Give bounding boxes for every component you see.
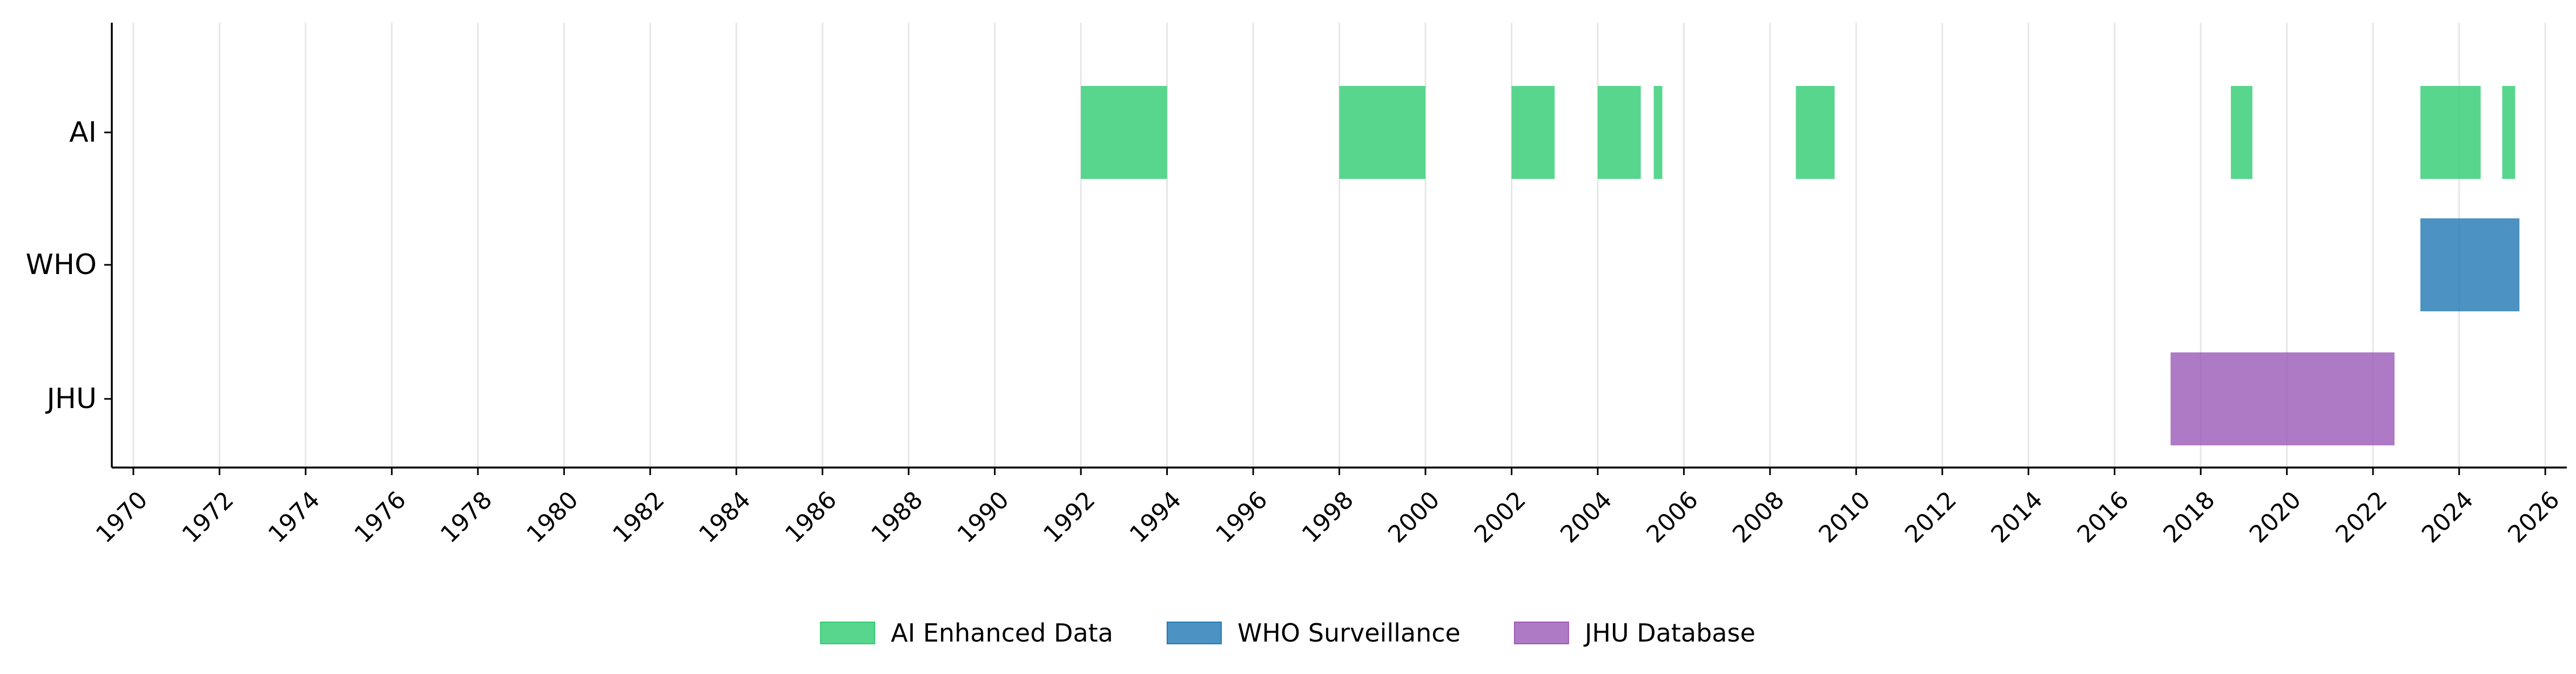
x-tick-label: 1982 [608, 486, 670, 548]
x-tick-label: 1974 [263, 486, 325, 548]
y-category-label: JHU [45, 383, 97, 415]
x-tick-label: 2024 [2417, 486, 2479, 548]
x-tick-label: 1986 [780, 486, 842, 548]
x-axis-ticks: 1970 1972 1974 1976 1978 1980 1982 1984 1986 1988… [91, 468, 2565, 549]
legend-label: WHO Surveillance [1237, 618, 1461, 648]
bar-ai-6 [2231, 86, 2252, 179]
x-tick-label: 2000 [1383, 486, 1445, 548]
x-tick-label: 2018 [2158, 486, 2220, 548]
legend-swatch-0 [820, 622, 876, 644]
x-tick-label: 1998 [1297, 486, 1359, 548]
bar-who-0 [2420, 218, 2520, 311]
x-tick-label: 1988 [866, 486, 928, 548]
x-tick-label: 2022 [2330, 486, 2392, 548]
x-tick-label: 1976 [349, 486, 411, 548]
bar-ai-3 [1597, 86, 1641, 179]
x-tick-label: 2008 [1727, 486, 1790, 548]
bar-ai-5 [1795, 86, 1835, 179]
x-tick-label: 2026 [2503, 486, 2565, 548]
bar-ai-8 [2502, 86, 2516, 179]
legend: AI Enhanced Data WHO Surveillance JHU Data… [820, 618, 1756, 648]
x-tick-label: 1972 [177, 486, 239, 548]
legend-swatch-1 [1166, 622, 1222, 644]
y-category-label: AI [69, 116, 97, 149]
y-category-label: WHO [26, 249, 97, 281]
bar-ai-0 [1081, 86, 1167, 179]
x-tick-label: 2004 [1555, 486, 1617, 548]
legend-swatch-2 [1514, 622, 1569, 644]
bar-ai-4 [1653, 86, 1663, 179]
bar-ai-7 [2420, 86, 2481, 179]
x-tick-label: 1990 [952, 486, 1014, 548]
x-tick-label: 1994 [1125, 486, 1187, 548]
x-tick-label: 1996 [1210, 486, 1273, 548]
x-tick-label: 2020 [2244, 486, 2306, 548]
x-tick-label: 1980 [521, 486, 583, 548]
y-axis-ticks: AI WHO JHU [26, 116, 112, 415]
legend-label: JHU Database [1583, 618, 1756, 648]
bar-jhu-0 [2170, 352, 2395, 445]
bar-ai-1 [1339, 86, 1425, 179]
x-tick-label: 1984 [694, 486, 756, 548]
x-tick-label: 2006 [1642, 486, 1704, 548]
bar-ai-2 [1511, 86, 1555, 179]
legend-label: AI Enhanced Data [891, 618, 1113, 648]
x-tick-label: 1970 [91, 486, 153, 548]
interval-bars [1081, 86, 2520, 445]
x-tick-label: 1992 [1038, 486, 1100, 548]
x-tick-label: 2016 [2072, 486, 2134, 548]
x-tick-label: 2002 [1469, 486, 1531, 548]
x-tick-label: 2010 [1814, 486, 1876, 548]
x-tick-label: 1978 [435, 486, 497, 548]
x-tick-label: 2014 [1986, 486, 2048, 548]
x-tick-label: 2012 [1900, 486, 1962, 548]
